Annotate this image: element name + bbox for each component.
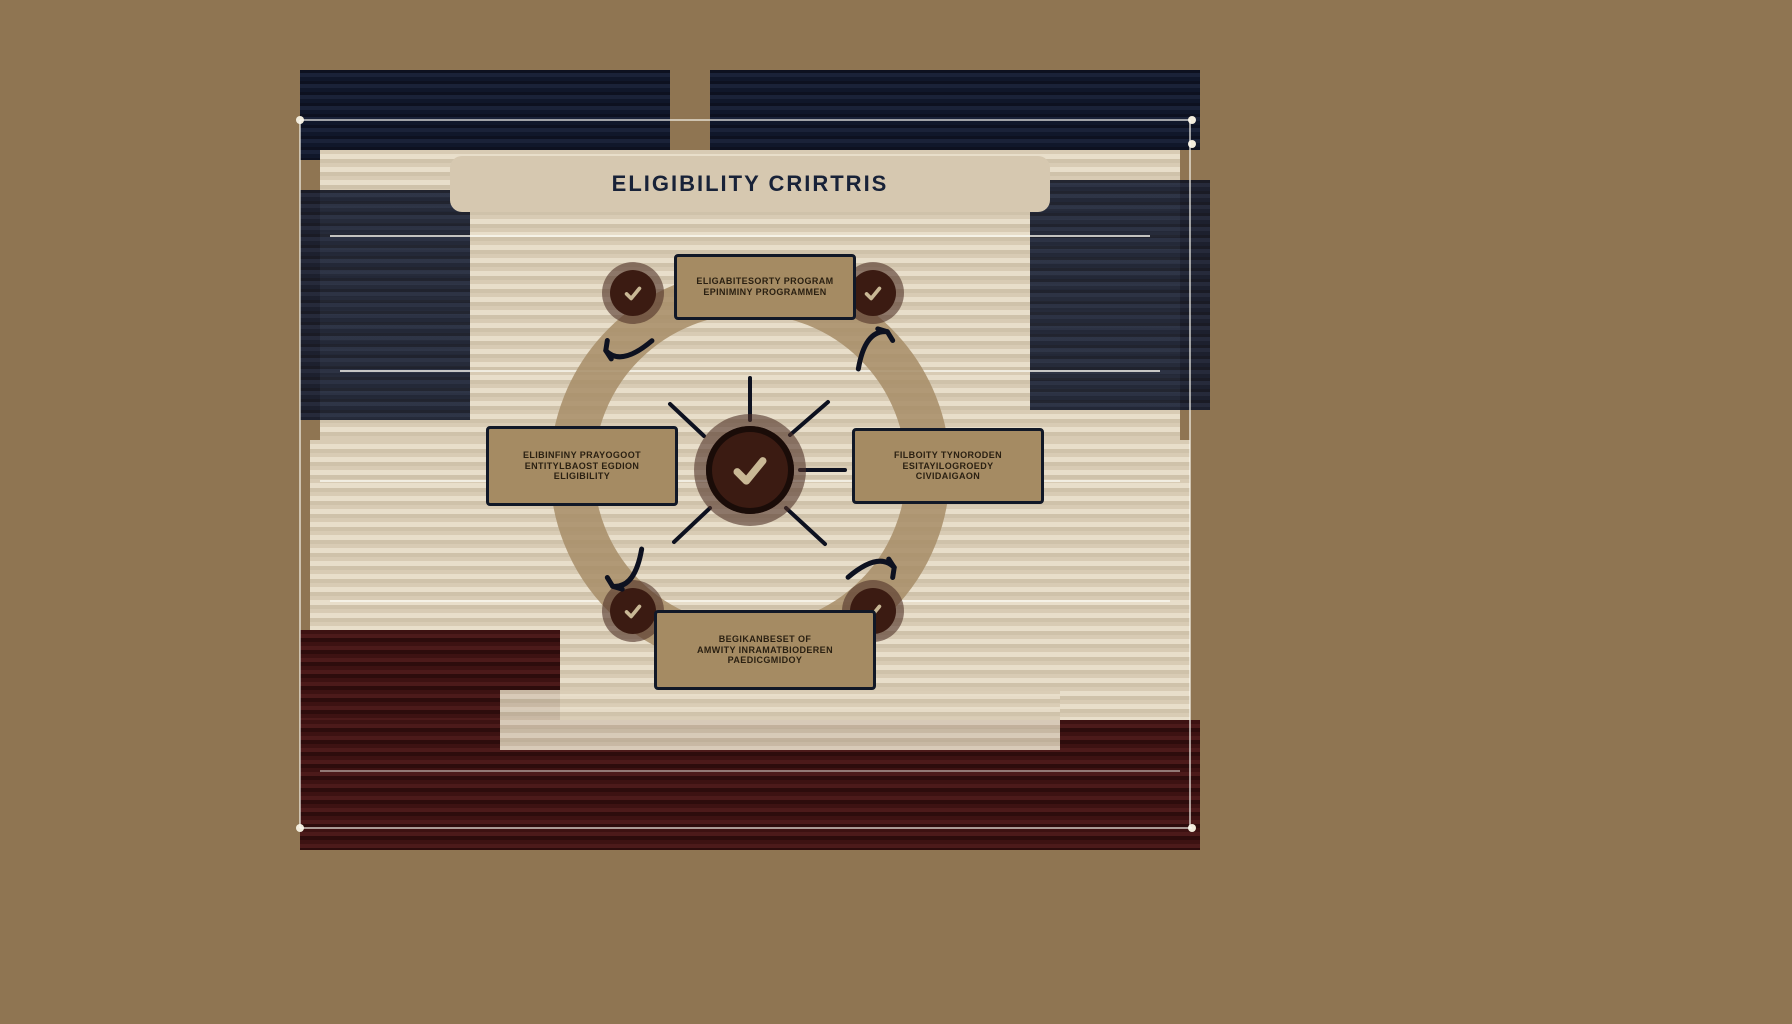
box-right: FILBOITY TYNORODENESITAYILOGROEDYCIVIDAI… <box>852 428 1044 504</box>
badge-top-left <box>610 270 656 316</box>
check-icon <box>728 448 772 492</box>
bg-block-dark-1 <box>300 70 670 160</box>
box-bottom: BEGIKANBESET OFAMWITY INRAMATBIODERENPAE… <box>654 610 876 690</box>
bg-block-dark-2 <box>710 70 1200 150</box>
accent-line <box>320 770 1180 772</box>
badge-bot-left <box>610 588 656 634</box>
box-top: ELIGABITESORTY PROGRAMEPINIMINY PROGRAMM… <box>674 254 856 320</box>
box-line: ELIBINFINY PRAYOGOOT <box>523 450 641 461</box>
accent-line <box>330 235 1150 237</box>
box-line: ESITAYILOGROEDY <box>902 461 993 472</box>
badge-top-right <box>850 270 896 316</box>
bg-block-cream-3 <box>500 690 1060 750</box>
box-line: PAEDICGMIDOY <box>728 655 803 666</box>
title-text: ELIGIBILITY CRIRTRIS <box>612 171 889 197</box>
box-line: FILBOITY TYNORODEN <box>894 450 1002 461</box>
title-banner: ELIGIBILITY CRIRTRIS <box>450 156 1050 212</box>
box-line: EPINIMINY PROGRAMMEN <box>703 287 826 298</box>
box-line: ENTITYLBAOST EGDION <box>525 461 640 472</box>
box-line: BEGIKANBESET OF <box>719 634 812 645</box>
frame-line <box>1189 120 1191 828</box>
center-hub <box>706 426 794 514</box>
check-icon <box>622 282 644 304</box>
check-icon <box>862 282 884 304</box>
frame-line <box>299 120 301 828</box>
bg-block-dark-4 <box>1030 180 1210 410</box>
box-line: CIVIDAIGAON <box>916 471 980 482</box>
box-line: ELIGABITESORTY PROGRAM <box>696 276 833 287</box>
frame-line <box>300 827 1192 829</box>
diagram-panel: ELIGIBILITY CRIRTRIS ELIGABITESORTY PROG… <box>300 70 1200 850</box>
frame-line <box>300 119 1190 121</box>
bg-block-dark-3 <box>300 190 470 420</box>
box-left: ELIBINFINY PRAYOGOOTENTITYLBAOST EGDIONE… <box>486 426 678 506</box>
check-icon <box>622 600 644 622</box>
box-line: ELIGIBILITY <box>554 471 610 482</box>
box-line: AMWITY INRAMATBIODEREN <box>697 645 833 656</box>
